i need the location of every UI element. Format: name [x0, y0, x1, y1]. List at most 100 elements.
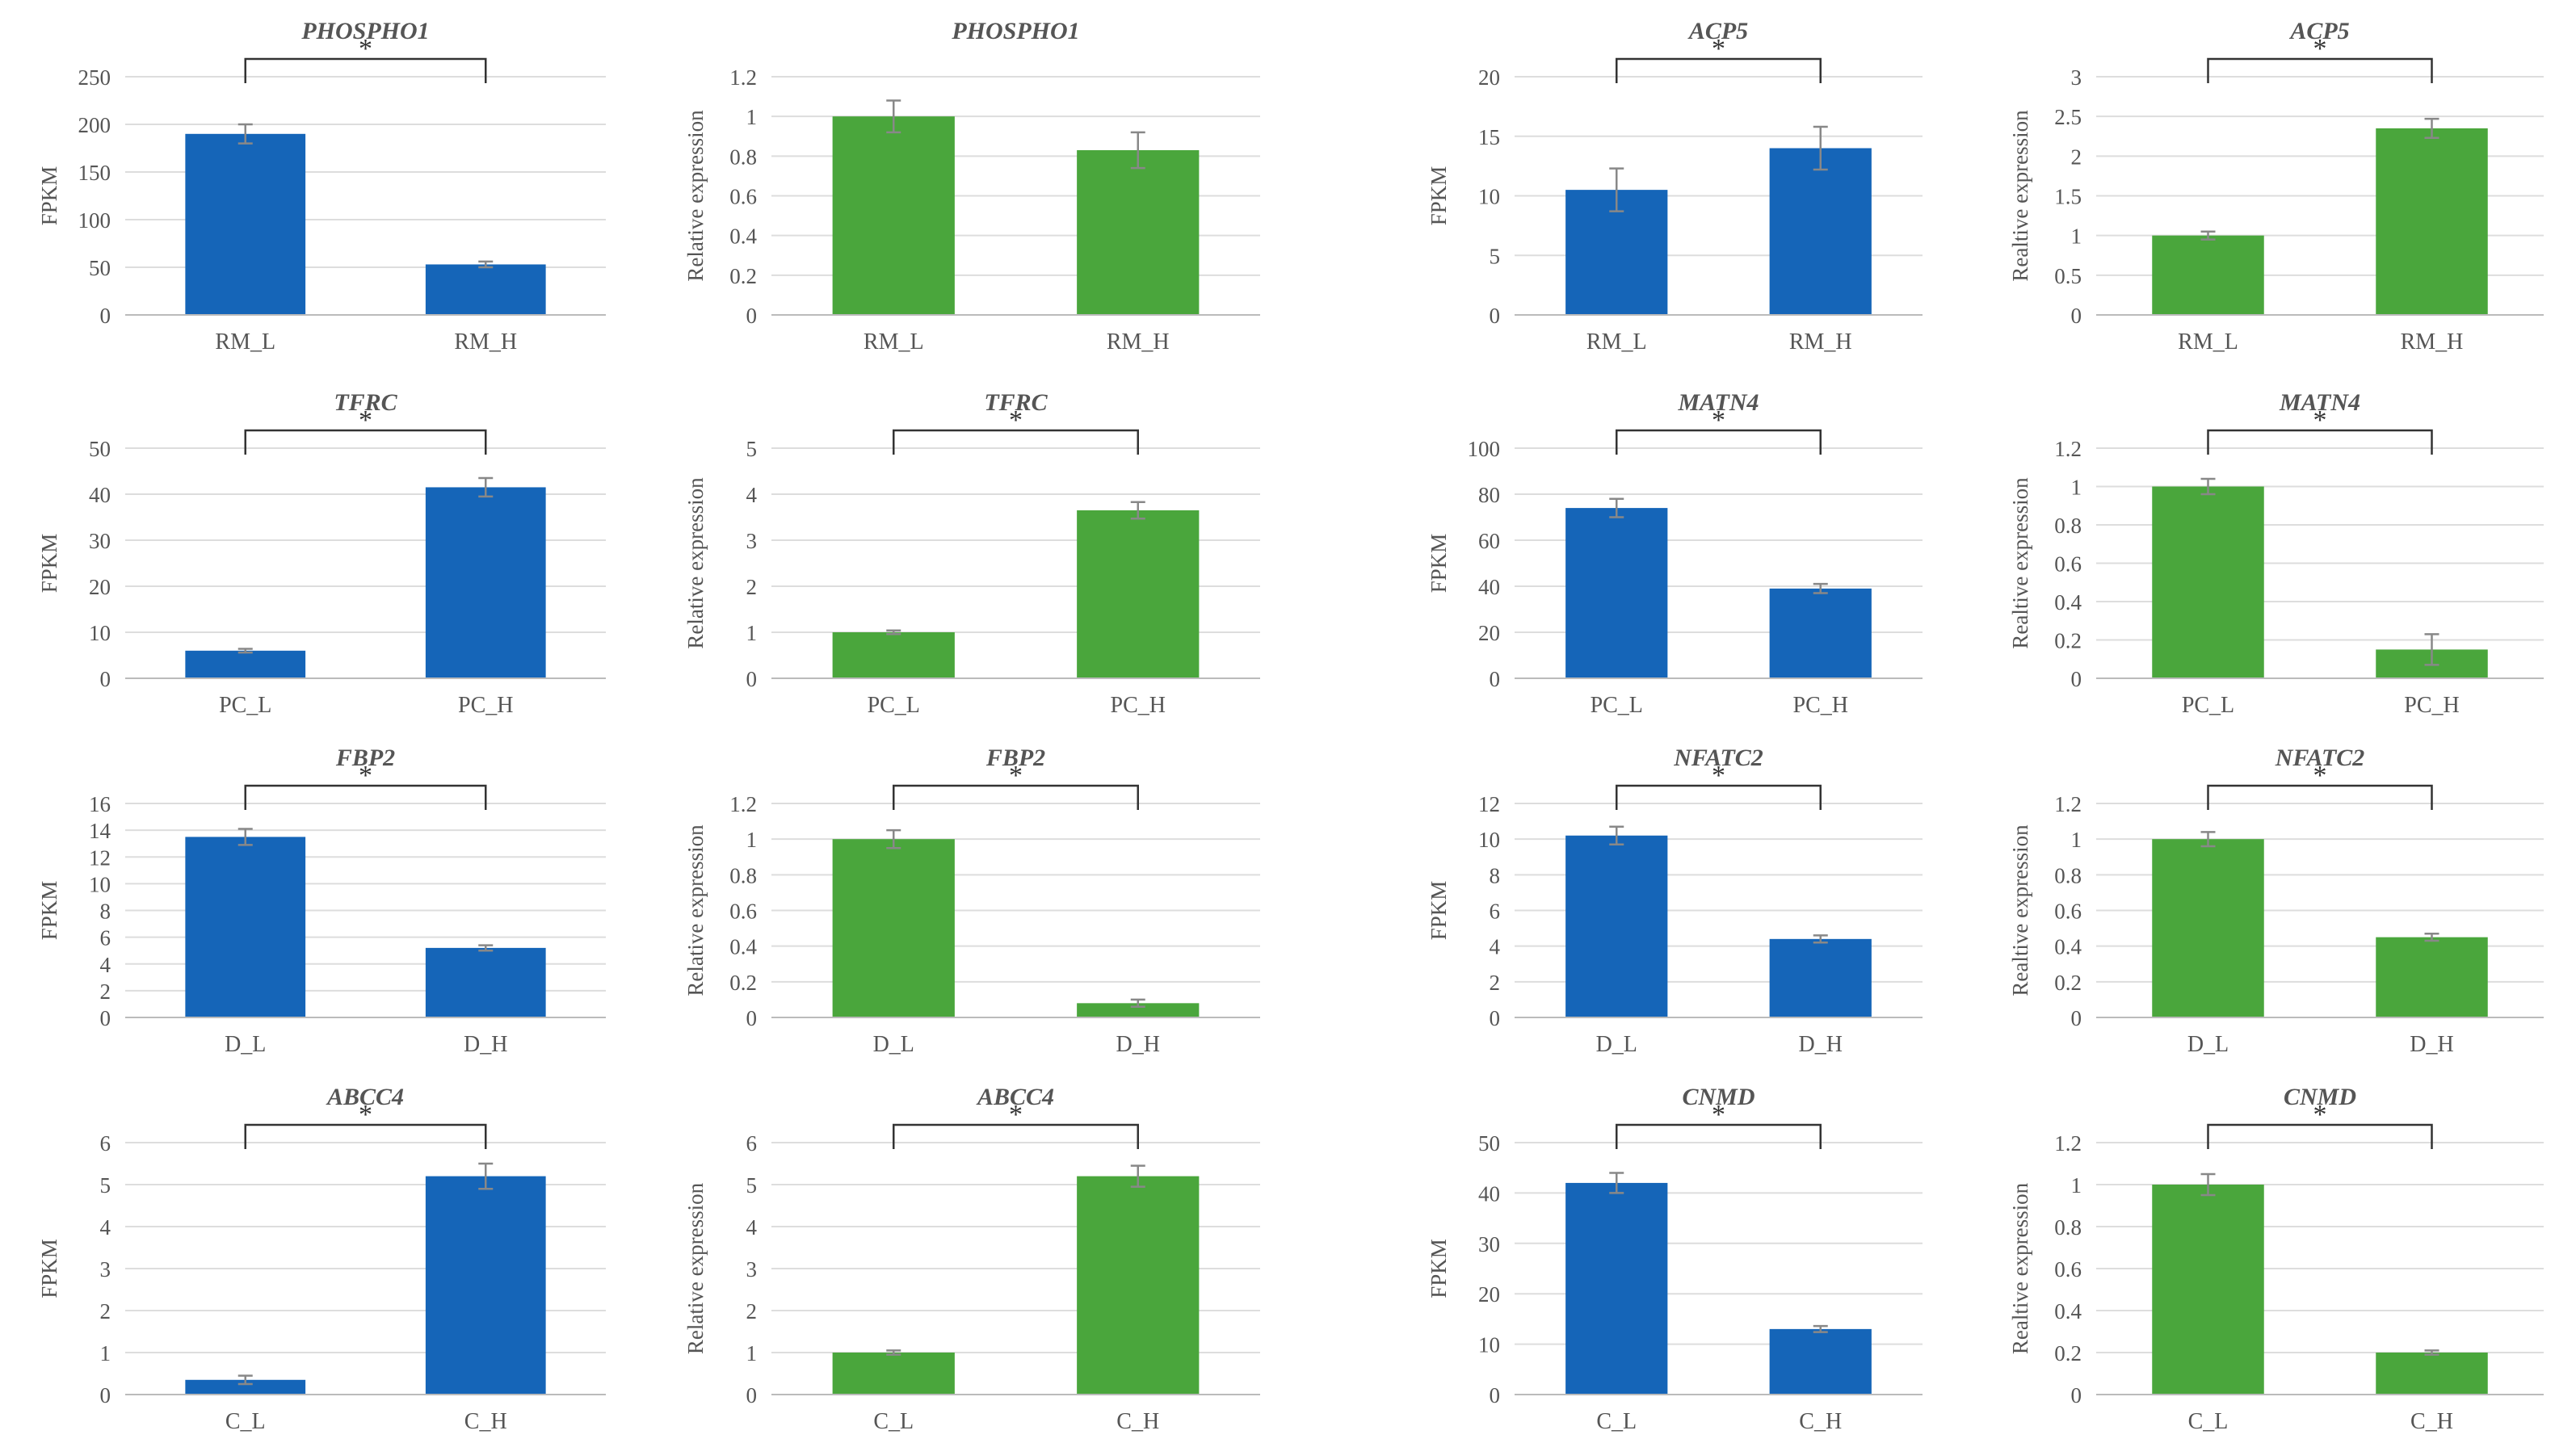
y-tick-label: 30	[1478, 1232, 1500, 1256]
chart-title: ACP5	[1687, 18, 1748, 44]
y-tick-label: 3	[746, 1257, 758, 1282]
y-tick-label: 12	[1478, 792, 1500, 816]
y-tick-label: 10	[89, 621, 111, 645]
y-axis-label: FPKM	[37, 881, 61, 941]
x-tick-label: C_L	[873, 1409, 914, 1434]
y-tick-label: 0	[746, 1006, 758, 1030]
bar	[1769, 588, 1872, 678]
chart-title: ABCC4	[326, 1084, 404, 1110]
bar	[832, 632, 955, 678]
bar	[2152, 839, 2264, 1017]
chart-panel: MATN4 0 0.2 0.4 0.6 0.8 1 1.2 Realtive expressio…	[2008, 389, 2544, 718]
x-tick-label: RM_L	[864, 329, 924, 354]
y-tick-label: 5	[746, 1173, 758, 1198]
y-tick-label: 0	[746, 304, 758, 328]
significance-bracket	[244, 57, 487, 83]
y-tick-label: 100	[1468, 437, 1501, 461]
x-tick-label: D_H	[2410, 1032, 2453, 1057]
y-tick-label: 0.8	[729, 863, 757, 887]
y-tick-label: 10	[89, 872, 111, 896]
chart-panel: ACP5 0 5 10 15 20 FPKM RM_L RM_H *	[1427, 18, 1923, 354]
y-tick-label: 20	[1478, 1282, 1500, 1307]
significance-bracket	[2207, 784, 2433, 810]
chart-title: TFRC	[984, 389, 1048, 416]
x-tick-label: RM_H	[2401, 329, 2464, 354]
x-tick-label: RM_H	[1107, 329, 1170, 354]
x-tick-label: PC_L	[219, 693, 271, 718]
chart-title: NFATC2	[1673, 745, 1763, 771]
y-tick-label: 1	[746, 1341, 758, 1365]
y-tick-label: 0.2	[729, 264, 757, 288]
significance-star: *	[2313, 34, 2327, 64]
significance-bracket	[244, 784, 487, 810]
y-tick-label: 2	[1490, 971, 1501, 995]
y-tick-label: 5	[1490, 244, 1501, 268]
significance-bracket	[2207, 1123, 2433, 1149]
y-tick-label: 1	[2071, 476, 2082, 500]
y-tick-label: 0	[2071, 304, 2082, 328]
bar	[1769, 148, 1872, 315]
significance-bracket	[893, 429, 1139, 455]
y-tick-label: 8	[1490, 863, 1501, 887]
bar	[1077, 1003, 1200, 1017]
y-tick-label: 0.4	[2054, 590, 2082, 615]
y-tick-label: 5	[746, 437, 758, 461]
x-tick-label: RM_L	[2178, 329, 2238, 354]
y-axis-label: Realtive expression	[2008, 824, 2032, 996]
y-tick-label: 1	[2071, 224, 2082, 249]
y-tick-label: 6	[1490, 900, 1501, 924]
bar	[1077, 510, 1200, 678]
bar	[425, 947, 546, 1017]
y-tick-label: 5	[100, 1173, 111, 1198]
x-tick-label: D_H	[1116, 1032, 1160, 1057]
y-tick-label: 2	[746, 1299, 758, 1323]
chart-title: CNMD	[1682, 1084, 1754, 1110]
y-axis-label: FPKM	[37, 166, 61, 226]
chart-panel: PHOSPHO1 0 50 100 150 200 250 FPKM RM_L RM_H *	[37, 18, 606, 354]
y-axis-label: Relative expression	[683, 477, 708, 649]
significance-bracket	[1616, 784, 1822, 810]
x-tick-label: C_H	[1799, 1409, 1842, 1434]
y-tick-label: 0	[1490, 1006, 1501, 1030]
x-tick-label: C_L	[225, 1409, 266, 1434]
y-tick-label: 250	[78, 65, 111, 90]
x-tick-label: PC_H	[458, 693, 513, 718]
y-axis-label: Realtive expression	[2008, 477, 2032, 649]
y-tick-label: 1	[746, 105, 758, 129]
y-tick-label: 50	[89, 437, 111, 461]
y-tick-label: 0.2	[729, 971, 757, 995]
y-axis-label: Relative expression	[683, 824, 708, 996]
chart-panel: NFATC2 0 2 4 6 8 10 12 FPKM D_L D_H *	[1427, 745, 1923, 1057]
y-axis-label: FPKM	[1427, 166, 1451, 226]
y-tick-label: 0.6	[729, 185, 757, 209]
significance-star: *	[1009, 1100, 1023, 1130]
y-tick-label: 3	[100, 1257, 111, 1282]
chart-panel: ABCC4 0 1 2 3 4 5 6 FPKM C_L C_H *	[37, 1084, 606, 1434]
significance-star: *	[1009, 761, 1023, 791]
y-tick-label: 60	[1478, 529, 1500, 553]
y-axis-label: Relative expression	[683, 1182, 708, 1354]
y-tick-label: 0	[746, 1383, 758, 1407]
significance-star: *	[359, 761, 372, 791]
chart-title: FBP2	[985, 745, 1045, 771]
significance-star: *	[1712, 405, 1725, 435]
significance-star: *	[1712, 34, 1725, 64]
x-tick-label: PC_H	[2404, 693, 2459, 718]
y-tick-label: 0.4	[2054, 935, 2082, 959]
bar	[1565, 1182, 1668, 1395]
chart-panel: CNMD 0 10 20 30 40 50 FPKM C_L C_H *	[1427, 1084, 1923, 1434]
y-tick-label: 2	[100, 1299, 111, 1323]
y-tick-label: 0	[2071, 1383, 2082, 1407]
bar	[2152, 235, 2264, 315]
x-tick-label: PC_L	[2182, 693, 2234, 718]
chart-panel: ACP5 0 0.5 1 1.5 2 2.5 3 Realtive expression RM_L…	[2008, 18, 2544, 354]
y-tick-label: 4	[100, 953, 111, 977]
x-tick-label: RM_H	[454, 329, 517, 354]
chart-panel: PHOSPHO1 0 0.2 0.4 0.6 0.8 1 1.2 Relative expres…	[683, 18, 1260, 354]
significance-star: *	[2313, 405, 2327, 435]
significance-star: *	[1712, 761, 1725, 791]
y-axis-label: Realtive expression	[2008, 110, 2032, 282]
bar	[1077, 1176, 1200, 1395]
y-tick-label: 2	[100, 979, 111, 1004]
y-tick-label: 1.2	[2054, 792, 2082, 816]
